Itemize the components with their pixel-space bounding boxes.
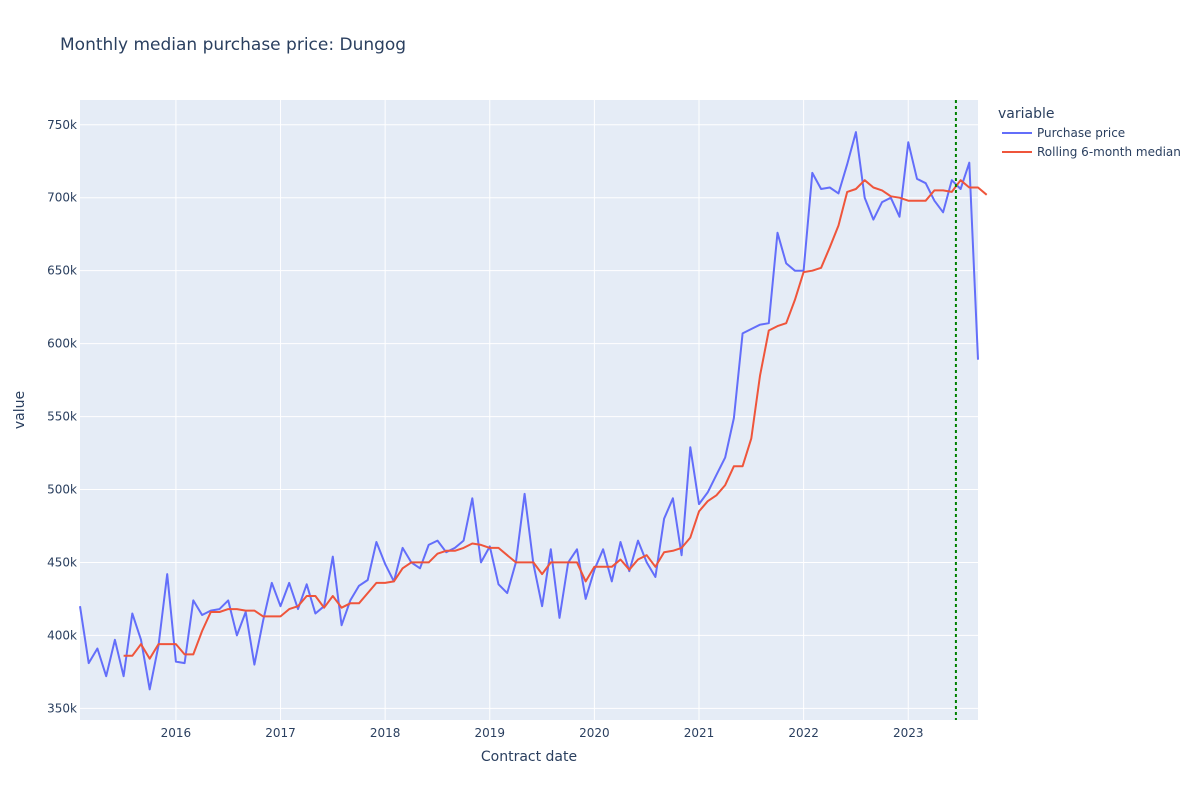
series-0: [79, 131, 979, 691]
y-axis-title: value: [12, 391, 28, 429]
series-layer: [79, 131, 988, 691]
x-gridlines: [175, 100, 909, 720]
x-tick-label: 2016: [161, 726, 192, 740]
x-tick-label: 2019: [474, 726, 505, 740]
y-tick-label: 500k: [47, 483, 77, 497]
series-1: [123, 179, 988, 660]
legend[interactable]: variable Purchase price Rolling 6-month …: [998, 106, 1181, 159]
x-tick-label: 2023: [893, 726, 924, 740]
x-axis-title: Contract date: [481, 749, 577, 765]
legend-item-purchase-price[interactable]: Purchase price: [1002, 126, 1125, 140]
x-tick-label: 2017: [265, 726, 296, 740]
x-tick-label: 2020: [579, 726, 610, 740]
x-tick-label: 2018: [370, 726, 401, 740]
legend-title: variable: [998, 106, 1054, 122]
y-tick-label: 450k: [47, 555, 77, 569]
legend-item-rolling-median[interactable]: Rolling 6-month median: [1002, 145, 1181, 159]
x-tick-label: 2021: [684, 726, 715, 740]
x-tick-labels: 2016 2017 2018 2019 2020 2021 2022 2023: [161, 726, 924, 740]
series-line: [123, 179, 988, 660]
series-line: [79, 131, 979, 691]
legend-label: Rolling 6-month median: [1037, 145, 1181, 159]
y-tick-labels: 350k 400k 450k 500k 550k 600k 650k 700k 750k: [47, 118, 77, 716]
y-tick-label: 650k: [47, 264, 77, 278]
x-tick-label: 2022: [788, 726, 819, 740]
legend-label: Purchase price: [1037, 126, 1125, 140]
y-tick-label: 400k: [47, 628, 77, 642]
plot-background: [80, 100, 978, 720]
y-tick-label: 600k: [47, 337, 77, 351]
y-tick-label: 550k: [47, 410, 77, 424]
y-tick-label: 750k: [47, 118, 77, 132]
y-tick-label: 700k: [47, 191, 77, 205]
y-gridlines: [80, 124, 978, 709]
y-tick-label: 350k: [47, 701, 77, 715]
chart-title: Monthly median purchase price: Dungog: [60, 35, 406, 55]
